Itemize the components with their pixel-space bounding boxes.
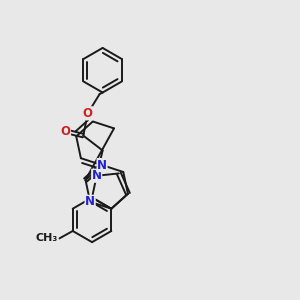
Text: O: O bbox=[61, 125, 70, 138]
Text: N: N bbox=[97, 159, 107, 172]
Text: N: N bbox=[85, 195, 95, 208]
Text: CH₃: CH₃ bbox=[36, 233, 58, 243]
Text: N: N bbox=[92, 169, 102, 182]
Text: O: O bbox=[83, 107, 93, 120]
